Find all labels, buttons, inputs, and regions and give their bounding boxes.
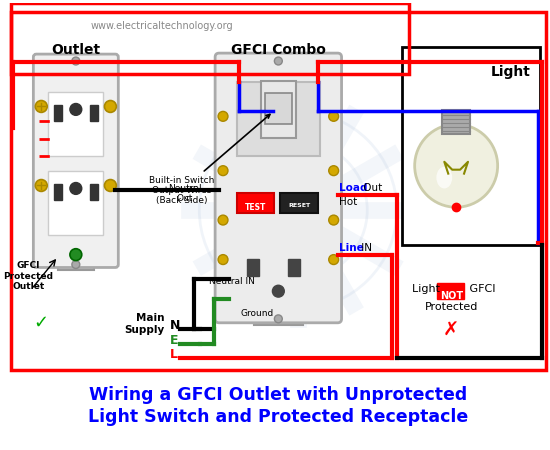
Circle shape (104, 100, 117, 112)
Text: TEST: TEST (245, 203, 266, 212)
Text: Out: Out (360, 184, 383, 194)
Circle shape (72, 57, 80, 65)
Bar (261, 81, 296, 138)
Circle shape (329, 255, 339, 265)
Text: L: L (170, 348, 178, 361)
Bar (265, 93, 292, 124)
Text: www.electricaltechnology.org: www.electricaltechnology.org (91, 21, 233, 31)
Text: NOT: NOT (439, 291, 463, 301)
Bar (402, 47, 540, 245)
Circle shape (218, 255, 228, 265)
Circle shape (218, 215, 228, 225)
Text: Main
Supply: Main Supply (124, 313, 165, 335)
Circle shape (35, 100, 47, 112)
Text: ✗: ✗ (443, 321, 459, 340)
Text: E: E (170, 333, 178, 346)
Text: GFCI Combo: GFCI Combo (231, 43, 326, 57)
Text: Protected: Protected (425, 302, 478, 312)
Ellipse shape (436, 166, 452, 189)
Circle shape (329, 112, 339, 122)
Circle shape (329, 215, 339, 225)
Bar (48, 171, 103, 235)
Text: Light Switch and Protected Receptacle: Light Switch and Protected Receptacle (88, 408, 469, 426)
Text: GFCI
Protected
Outlet: GFCI Protected Outlet (3, 261, 53, 291)
Text: Line: Line (339, 243, 364, 253)
Text: Neutral IN: Neutral IN (209, 277, 255, 286)
Bar (254, 54, 303, 67)
Circle shape (70, 249, 82, 261)
Bar (280, 194, 318, 213)
Text: Built-in Switch
Output Wires
(Back Side): Built-in Switch Output Wires (Back Side) (149, 114, 270, 205)
Circle shape (218, 166, 228, 176)
Text: Outlet: Outlet (51, 43, 101, 57)
Circle shape (70, 104, 82, 115)
Text: N: N (170, 319, 180, 332)
Circle shape (274, 57, 282, 65)
Circle shape (274, 315, 282, 323)
Text: Load: Load (339, 184, 367, 194)
Bar (58, 54, 94, 67)
Text: GFCI: GFCI (466, 284, 496, 294)
Bar (10, 3, 409, 74)
FancyBboxPatch shape (215, 53, 342, 323)
Circle shape (104, 180, 117, 191)
Bar (58, 257, 94, 270)
Text: IN: IN (359, 243, 372, 253)
Bar (10, 12, 546, 370)
Text: Wiring a GFCI Outlet with Unprotected: Wiring a GFCI Outlet with Unprotected (89, 386, 468, 404)
Text: Neutral
Out: Neutral Out (168, 184, 201, 203)
Bar (54, 105, 62, 122)
Circle shape (268, 180, 328, 240)
Bar (442, 110, 470, 134)
Bar (90, 184, 97, 200)
Bar (254, 312, 303, 325)
Text: Ground: Ground (241, 309, 274, 318)
FancyBboxPatch shape (34, 54, 118, 267)
Text: Light: Light (412, 284, 443, 294)
Bar (237, 194, 274, 213)
Bar (48, 92, 103, 156)
Bar (288, 259, 300, 276)
Circle shape (415, 124, 498, 207)
Bar (54, 184, 62, 200)
Bar (90, 105, 97, 122)
Circle shape (70, 183, 82, 194)
Text: Hot: Hot (339, 197, 357, 207)
Bar (237, 82, 320, 156)
Circle shape (329, 166, 339, 176)
Circle shape (218, 112, 228, 122)
Text: Light: Light (491, 65, 530, 79)
Bar (437, 284, 464, 299)
Text: ✓: ✓ (34, 314, 49, 332)
Text: RESET: RESET (288, 203, 310, 208)
Circle shape (35, 180, 47, 191)
Circle shape (72, 261, 80, 269)
Circle shape (272, 285, 284, 297)
Bar (247, 259, 258, 276)
